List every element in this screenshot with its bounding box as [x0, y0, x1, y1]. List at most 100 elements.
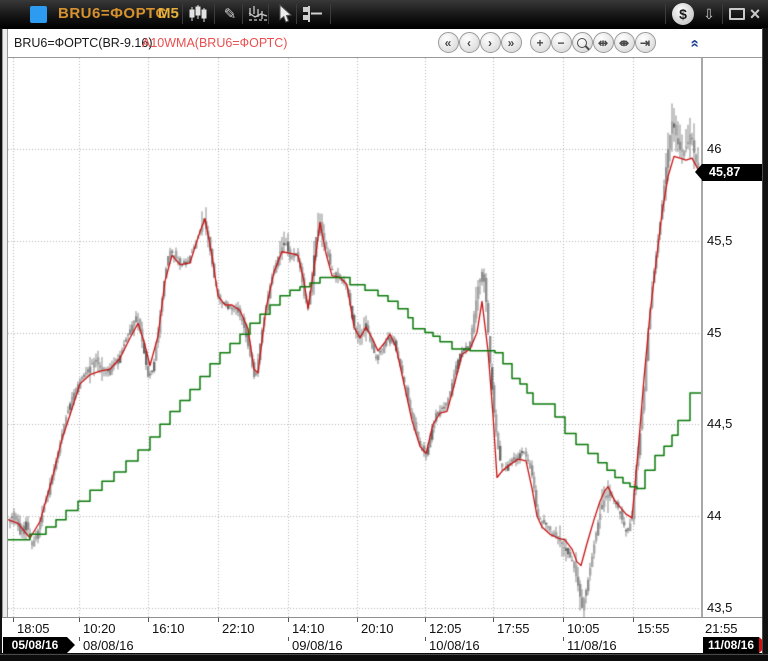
y-axis-label: 45,5	[707, 232, 733, 248]
time-tick	[425, 618, 426, 622]
time-tick	[563, 618, 564, 622]
scroll-right-button[interactable]: ›	[479, 32, 501, 53]
time-label: 21:55	[705, 621, 738, 636]
time-tick	[13, 618, 14, 622]
start-date-tag: 05/08/16	[3, 637, 75, 653]
y-axis-label: 44	[707, 508, 722, 523]
toolbar-separator	[268, 4, 269, 24]
download-arrow-icon[interactable]: ⇩	[698, 3, 720, 25]
series-label: BRU6=ФОРТС(BR-9.16)	[14, 36, 153, 50]
toolbar-separator	[330, 4, 331, 24]
time-label: 12:05	[429, 621, 462, 636]
time-tick	[357, 618, 358, 622]
date-label: 09/08/16	[292, 638, 343, 653]
window-border-bottom	[0, 654, 768, 661]
cursor-icon[interactable]	[274, 3, 298, 25]
dollar-glyph: $	[679, 6, 687, 22]
restore-window-icon[interactable]	[726, 3, 748, 25]
zoom-in-button[interactable]: +	[529, 32, 551, 53]
scroll-fast-right-button-glyph: »	[507, 35, 515, 50]
indicator-label: A10WMA(BRU6=ФОРТС)	[142, 36, 288, 50]
toolbar-separator	[722, 4, 723, 24]
y-axis-label: 43,5	[707, 599, 733, 615]
close-window-icon-glyph: ×	[749, 3, 761, 24]
scroll-fast-right-button[interactable]: »	[500, 32, 522, 53]
time-tick	[218, 618, 219, 622]
y-axis-label: 44,5	[707, 416, 733, 432]
end-date-tag: 11/08/16	[703, 637, 768, 653]
plot-bottom-border	[2, 617, 762, 618]
timeframe-label: М5	[158, 5, 179, 22]
chart-compare-icon[interactable]	[246, 3, 270, 25]
toolbar-separator	[296, 4, 297, 24]
time-axis-margin	[2, 618, 8, 653]
scroll-right-button-glyph: ›	[488, 35, 492, 50]
time-label: 17:55	[497, 621, 530, 636]
date-label: 08/08/16	[83, 638, 134, 653]
date-label: 10/08/16	[429, 638, 480, 653]
plot-right-border	[701, 58, 703, 653]
candle-width-button[interactable]: ⇼	[613, 32, 635, 53]
compress-scale-button-glyph: ⇹	[597, 35, 609, 50]
candle-width-button-glyph: ⇼	[618, 35, 630, 50]
magnifier-glyph	[577, 37, 587, 48]
window-border-right	[762, 28, 768, 661]
time-axis[interactable]: 05/08/16 11/08/16 18:05 10:20 16:10 22:10 14…	[3, 618, 768, 653]
close-window-icon[interactable]: ×	[744, 3, 766, 25]
go-to-end-button-glyph: ⇥	[639, 35, 651, 50]
last-price-tag: 45,87	[695, 164, 762, 182]
date-label: 11/08/16	[567, 638, 617, 653]
toolbar-separator	[242, 4, 243, 24]
y-axis-label: 46	[707, 141, 722, 156]
zoom-out-button[interactable]: −	[550, 32, 572, 53]
indicator-levels-icon[interactable]	[302, 3, 326, 25]
collapse-toolbar-button[interactable]: »	[685, 34, 703, 52]
window-icon	[30, 6, 47, 23]
draw-pencil-icon-glyph: ✎	[223, 6, 237, 23]
window-titlebar[interactable]: BRU6=ФОРТС М5 ✎ $ ⇩ ×	[0, 0, 768, 29]
scroll-left-button-glyph: ‹	[467, 35, 471, 50]
chart-header: BRU6=ФОРТС(BR-9.16) A10WMA(BRU6=ФОРТС) «…	[2, 29, 762, 57]
date-tick	[425, 637, 426, 641]
compress-scale-button[interactable]: ⇹	[592, 32, 614, 53]
toolbar-separator	[214, 4, 215, 24]
candlestick-chart-icon[interactable]	[186, 3, 210, 25]
scroll-fast-left-button[interactable]: «	[437, 32, 459, 53]
window-title: BRU6=ФОРТС	[58, 5, 167, 22]
dollar-icon[interactable]: $	[672, 3, 694, 25]
toolbar-separator	[182, 4, 183, 24]
price-axis[interactable]: 46 45,5 45 44,5 44 43,5	[703, 58, 762, 617]
time-label: 15:55	[637, 621, 670, 636]
time-tick	[148, 618, 149, 622]
time-label: 14:10	[292, 621, 325, 636]
header-divider	[2, 57, 762, 58]
scroll-fast-left-button-glyph: «	[444, 35, 452, 50]
window-border-left	[0, 28, 2, 661]
time-tick	[493, 618, 494, 622]
date-tick	[563, 637, 564, 641]
y-axis-label: 45	[707, 324, 722, 340]
time-label: 10:05	[567, 621, 600, 636]
time-label: 22:10	[222, 621, 255, 636]
time-tick	[633, 618, 634, 622]
go-to-end-button[interactable]: ⇥	[634, 32, 656, 53]
zoom-in-button-glyph: +	[536, 35, 544, 50]
collapse-chevron-glyph: »	[685, 38, 703, 48]
date-tick	[288, 637, 289, 641]
zoom-window-button[interactable]	[571, 32, 593, 53]
toolbar-separator	[665, 4, 666, 24]
time-label: 20:10	[361, 621, 394, 636]
price-chart[interactable]	[8, 58, 701, 617]
time-tick	[288, 618, 289, 622]
time-label: 10:20	[83, 621, 116, 636]
time-label: 18:05	[17, 621, 50, 636]
pane-left-border	[2, 29, 8, 653]
zoom-out-button-glyph: −	[557, 35, 565, 50]
date-tick	[79, 637, 80, 641]
restore-glyph	[729, 8, 745, 20]
scroll-left-button[interactable]: ‹	[458, 32, 480, 53]
draw-pencil-icon[interactable]: ✎	[218, 3, 242, 25]
time-label: 16:10	[152, 621, 185, 636]
time-tick	[79, 618, 80, 622]
